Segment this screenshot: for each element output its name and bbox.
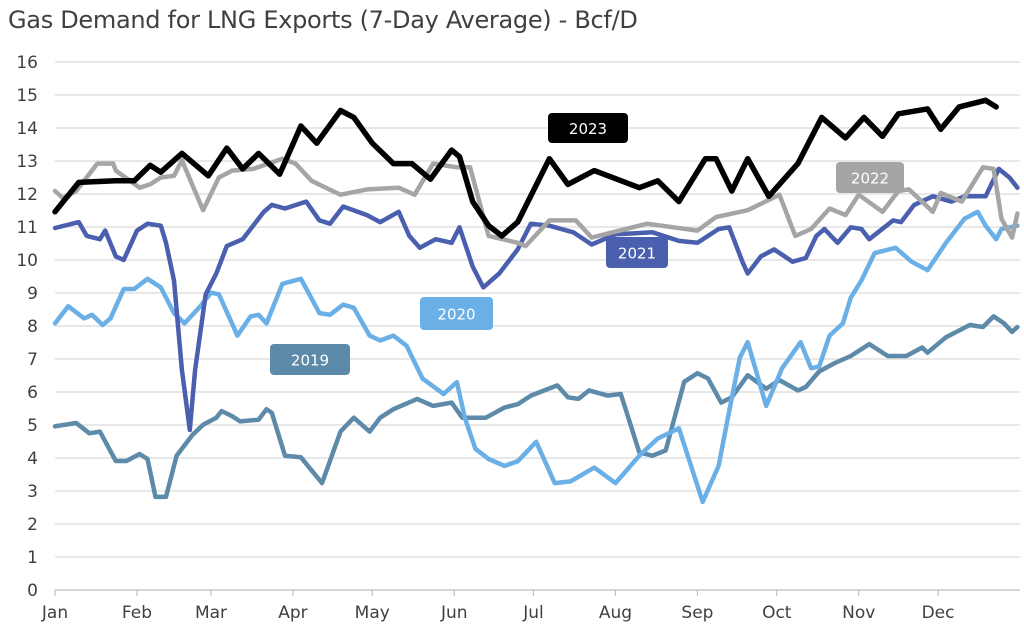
series-label-box-2020 xyxy=(420,297,493,330)
y-tick-label: 1 xyxy=(27,548,38,568)
y-tick-label: 5 xyxy=(27,416,38,436)
series-line-2019 xyxy=(52,314,1020,500)
x-tick-label: Dec xyxy=(922,603,955,623)
x-tick-label: Jun xyxy=(440,603,468,623)
y-tick-label: 11 xyxy=(16,218,38,238)
x-tick-label: Apr xyxy=(278,603,307,623)
y-tick-label: 15 xyxy=(16,86,38,106)
series-label-2021: 2021 xyxy=(618,245,656,263)
series-label-2022: 2022 xyxy=(851,170,889,188)
y-tick-label: 14 xyxy=(16,119,38,139)
chart-title: Gas Demand for LNG Exports (7-Day Averag… xyxy=(8,6,638,34)
y-tick-label: 3 xyxy=(27,482,38,502)
series-label-box-2022 xyxy=(836,162,904,193)
y-tick-label: 13 xyxy=(16,152,38,172)
y-tick-label: 16 xyxy=(16,53,38,73)
y-tick-label: 10 xyxy=(16,251,38,271)
x-tick-label: Sep xyxy=(681,603,713,623)
y-tick-label: 12 xyxy=(16,185,38,205)
x-tick-label: Nov xyxy=(842,603,875,623)
series-label-2020: 2020 xyxy=(437,306,475,324)
x-tick-label: Oct xyxy=(762,603,792,623)
series-line-2021 xyxy=(52,166,1020,433)
series-label-box-2023 xyxy=(548,113,628,143)
x-tick-label: Mar xyxy=(195,603,227,623)
x-tick-label: Jul xyxy=(522,603,544,623)
y-tick-label: 7 xyxy=(27,350,38,370)
series-line-2023 xyxy=(52,97,999,239)
y-tick-label: 2 xyxy=(27,515,38,535)
y-tick-label: 4 xyxy=(27,449,38,469)
y-tick-label: 6 xyxy=(27,383,38,403)
x-tick-label: Aug xyxy=(599,603,632,623)
series-label-2023: 2023 xyxy=(569,120,607,138)
series-label-box-2019 xyxy=(270,344,350,375)
y-tick-label: 9 xyxy=(27,284,38,304)
series-line-2020 xyxy=(52,209,1020,505)
x-tick-label: Jan xyxy=(41,603,68,623)
x-tick-label: Feb xyxy=(122,603,152,623)
x-tick-label: May xyxy=(355,603,390,623)
series-label-2019: 2019 xyxy=(291,352,329,370)
series-label-box-2021 xyxy=(606,237,668,268)
y-tick-label: 8 xyxy=(27,317,38,337)
y-tick-label: 0 xyxy=(27,581,38,601)
